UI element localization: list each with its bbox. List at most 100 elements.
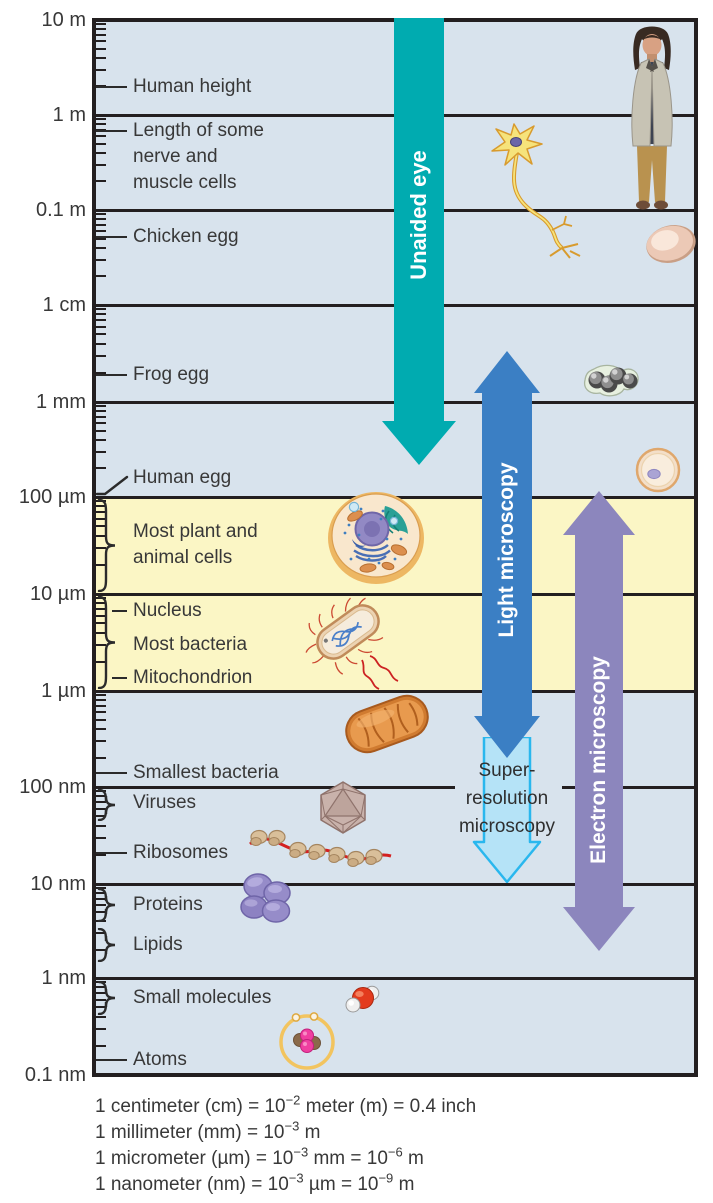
minor-tick: [96, 660, 106, 663]
item-label: Length of some nerve and muscle cells: [133, 118, 353, 196]
minor-tick: [96, 694, 106, 697]
scale-label: 0.1 m: [35, 199, 86, 221]
footnote-exponent: −3: [293, 1144, 309, 1160]
minor-tick: [96, 313, 106, 316]
neuron-icon: [486, 118, 598, 260]
footnote-exponent: −6: [387, 1144, 403, 1160]
item-tick: [112, 677, 127, 680]
minor-tick: [96, 525, 106, 528]
minor-tick: [96, 258, 106, 261]
minor-tick: [96, 757, 106, 760]
item-tick: [96, 772, 127, 775]
water-molecule-icon: [344, 984, 380, 1014]
item-label: Nucleus: [133, 598, 353, 624]
scale-gridline: [562, 786, 694, 789]
minor-tick: [96, 986, 106, 989]
minor-tick: [96, 275, 106, 278]
minor-tick: [96, 614, 106, 617]
item-label-line: Frog egg: [133, 364, 210, 385]
minor-tick: [96, 237, 106, 240]
item-label-line: muscle cells: [133, 172, 237, 193]
minor-tick: [96, 33, 106, 36]
item-label-line: Viruses: [133, 792, 197, 813]
minor-tick: [96, 68, 106, 71]
minor-tick: [96, 325, 106, 328]
footnote-text: 1 nanometer (nm) = 10: [95, 1174, 289, 1195]
footnote-line: 1 micrometer (µm) = 10−3 mm = 10−6 m: [95, 1146, 615, 1172]
minor-tick: [96, 213, 106, 216]
minor-tick: [96, 1044, 106, 1047]
scale-label: 1 µm: [41, 680, 86, 702]
label-brace: [97, 927, 119, 963]
scale-gridline: [96, 593, 694, 596]
minor-tick: [96, 405, 106, 408]
footnote-line: 1 centimeter (cm) = 10−2 meter (m) = 0.4…: [95, 1094, 615, 1120]
chicken-egg-icon: [643, 219, 699, 269]
footnote-text: 1 millimeter (mm) = 10: [95, 1122, 285, 1143]
item-label-line: Length of some: [133, 120, 264, 141]
minor-tick: [96, 371, 106, 374]
item-label-line: nerve and: [133, 146, 218, 167]
minor-tick: [96, 308, 106, 311]
item-label: Ribosomes: [133, 840, 353, 866]
super-resolution-arrow: [470, 735, 544, 884]
super-resolution-label-line: microscopy: [458, 816, 556, 837]
item-label: Chicken egg: [133, 224, 353, 250]
atom-icon: [274, 1005, 340, 1071]
item-tick: [112, 610, 127, 613]
minor-tick: [96, 643, 106, 646]
minor-tick: [96, 704, 106, 707]
light-microscopy-arrow: [470, 350, 544, 759]
item-label-line: Human egg: [133, 467, 232, 488]
scale-label: 10 µm: [30, 583, 86, 605]
minor-tick: [96, 711, 106, 714]
footnote-exponent: −2: [285, 1092, 301, 1108]
minor-tick: [96, 438, 106, 441]
footnote-text: 1 micrometer (µm) = 10: [95, 1148, 294, 1169]
unaided-eye-arrow: [378, 18, 460, 466]
footnote-text: m: [393, 1174, 415, 1195]
minor-tick: [96, 836, 106, 839]
item-label: Human egg: [133, 465, 353, 491]
ribosomes-icon: [246, 823, 394, 869]
footnote-text: m: [299, 1122, 321, 1143]
item-label-line: Mitochondrion: [133, 667, 253, 688]
minor-tick: [96, 23, 106, 26]
mitochondrion-icon: [336, 682, 438, 768]
item-tick: [96, 236, 127, 239]
item-tick: [96, 86, 127, 89]
minor-tick: [96, 128, 106, 131]
footnote-exponent: −9: [378, 1170, 394, 1186]
item-label-line: animal cells: [133, 547, 233, 568]
unaided-eye-arrow-label: Unaided eye: [406, 150, 431, 280]
footnote-text: meter (m) = 0.4 inch: [300, 1096, 477, 1117]
minor-tick: [96, 333, 106, 336]
scale-label: 1 mm: [36, 391, 86, 413]
minor-tick: [96, 142, 106, 145]
scale-label: 1 cm: [42, 294, 86, 316]
item-label-line: Most plant and: [133, 521, 258, 542]
label-brace: [97, 595, 119, 690]
item-label: Proteins: [133, 892, 353, 918]
minor-tick: [96, 602, 106, 605]
super-resolution-label-line: Super-: [478, 760, 536, 781]
minor-tick: [96, 118, 106, 121]
minor-tick: [96, 163, 106, 166]
minor-tick: [96, 422, 106, 425]
super-resolution-label: Super-resolution microscopy: [427, 757, 587, 841]
item-tick: [96, 374, 127, 377]
minor-tick: [96, 230, 106, 233]
scale-label: 10 nm: [30, 873, 86, 895]
footnote-text: m: [402, 1148, 424, 1169]
item-tick-diagonal: [95, 474, 130, 498]
minor-tick: [96, 932, 106, 935]
footnote-text: mm = 10: [308, 1148, 388, 1169]
minor-tick: [96, 56, 106, 59]
item-label: Frog egg: [133, 362, 353, 388]
virus-icon: [318, 780, 368, 834]
item-label-line: Atoms: [133, 1049, 187, 1070]
minor-tick: [96, 223, 106, 226]
minor-tick: [96, 319, 106, 322]
frog-eggs-icon: [580, 361, 642, 399]
scale-label: 1 m: [52, 104, 86, 126]
